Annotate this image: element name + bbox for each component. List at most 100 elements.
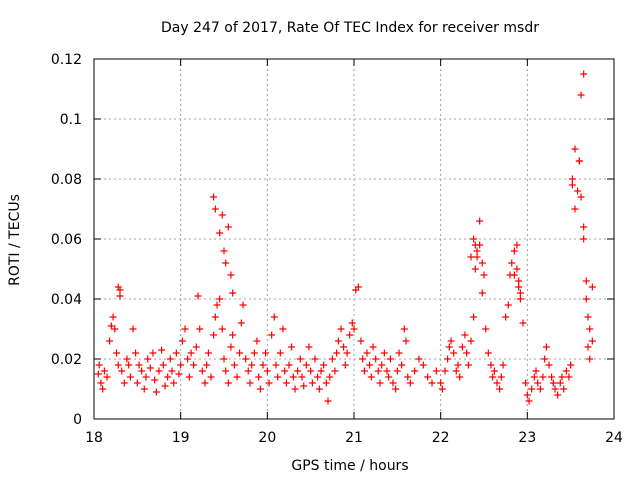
data-point — [207, 373, 215, 381]
data-point — [149, 349, 157, 357]
data-point — [253, 337, 261, 345]
data-point — [216, 295, 224, 303]
data-point — [333, 349, 341, 357]
data-point — [478, 289, 486, 297]
data-point — [437, 379, 445, 387]
data-point — [419, 361, 427, 369]
data-point — [374, 367, 382, 375]
data-point — [454, 361, 462, 369]
data-point — [135, 361, 143, 369]
y-tick-label: 0.04 — [51, 292, 82, 308]
data-point — [142, 373, 150, 381]
y-tick-label: 0.12 — [51, 52, 82, 68]
data-point — [363, 349, 371, 357]
data-point — [549, 379, 557, 387]
data-point — [360, 367, 368, 375]
data-point — [328, 355, 336, 363]
data-point — [103, 373, 111, 381]
data-point — [380, 349, 388, 357]
data-point — [220, 355, 228, 363]
data-point — [508, 259, 516, 267]
data-point — [138, 367, 146, 375]
data-point — [428, 379, 436, 387]
data-point — [187, 349, 195, 357]
data-point — [239, 301, 247, 309]
data-point — [359, 355, 367, 363]
data-point — [250, 349, 258, 357]
data-point — [490, 367, 498, 375]
data-point — [116, 286, 124, 294]
data-point — [574, 187, 582, 195]
data-point — [522, 379, 530, 387]
data-point — [168, 367, 176, 375]
data-point — [484, 349, 492, 357]
data-point — [378, 361, 386, 369]
data-point — [97, 379, 105, 387]
data-point — [222, 259, 230, 267]
chart-title: Day 247 of 2017, Rate Of TEC Index for r… — [161, 20, 539, 36]
data-point — [463, 349, 471, 357]
data-point — [242, 355, 250, 363]
data-point — [111, 325, 119, 333]
data-point — [170, 379, 178, 387]
data-point — [218, 325, 226, 333]
data-point — [452, 367, 460, 375]
data-point — [577, 91, 585, 99]
data-point — [307, 367, 315, 375]
data-point — [218, 211, 226, 219]
data-point — [354, 283, 362, 291]
data-point — [404, 373, 412, 381]
data-point — [516, 295, 524, 303]
data-point — [265, 379, 273, 387]
data-point — [227, 343, 235, 351]
data-point — [315, 385, 323, 393]
data-point — [489, 373, 497, 381]
data-point — [350, 325, 358, 333]
data-point — [288, 343, 296, 351]
data-point — [256, 385, 264, 393]
data-point — [118, 367, 126, 375]
data-point — [326, 373, 334, 381]
data-point — [246, 379, 254, 387]
data-point — [298, 373, 306, 381]
data-point — [302, 361, 310, 369]
data-point — [539, 373, 547, 381]
data-point — [129, 325, 137, 333]
data-point — [114, 283, 122, 291]
data-point — [140, 385, 148, 393]
data-point — [499, 361, 507, 369]
data-point — [415, 355, 423, 363]
data-point — [166, 355, 174, 363]
data-point — [192, 343, 200, 351]
data-point — [296, 355, 304, 363]
data-point — [400, 325, 408, 333]
data-point — [178, 337, 186, 345]
data-point — [294, 367, 302, 375]
x-axis-label: GPS time / hours — [291, 458, 408, 474]
data-point — [281, 367, 289, 375]
data-point — [270, 313, 278, 321]
data-point — [144, 355, 152, 363]
x-tick-label: 22 — [432, 430, 450, 446]
data-point — [305, 343, 313, 351]
data-point — [272, 361, 280, 369]
data-point — [476, 217, 484, 225]
data-point — [586, 355, 594, 363]
y-tick-label: 0.02 — [51, 352, 82, 368]
data-point — [230, 361, 238, 369]
data-point — [181, 325, 189, 333]
data-point — [210, 193, 218, 201]
data-point — [513, 265, 521, 273]
data-point — [470, 313, 478, 321]
x-tick-label: 24 — [605, 430, 623, 446]
data-point — [322, 379, 330, 387]
data-point — [568, 181, 576, 189]
data-point — [233, 373, 241, 381]
data-point — [113, 349, 121, 357]
data-point — [274, 373, 282, 381]
data-point — [560, 385, 568, 393]
data-point — [554, 391, 562, 399]
data-point — [172, 349, 180, 357]
